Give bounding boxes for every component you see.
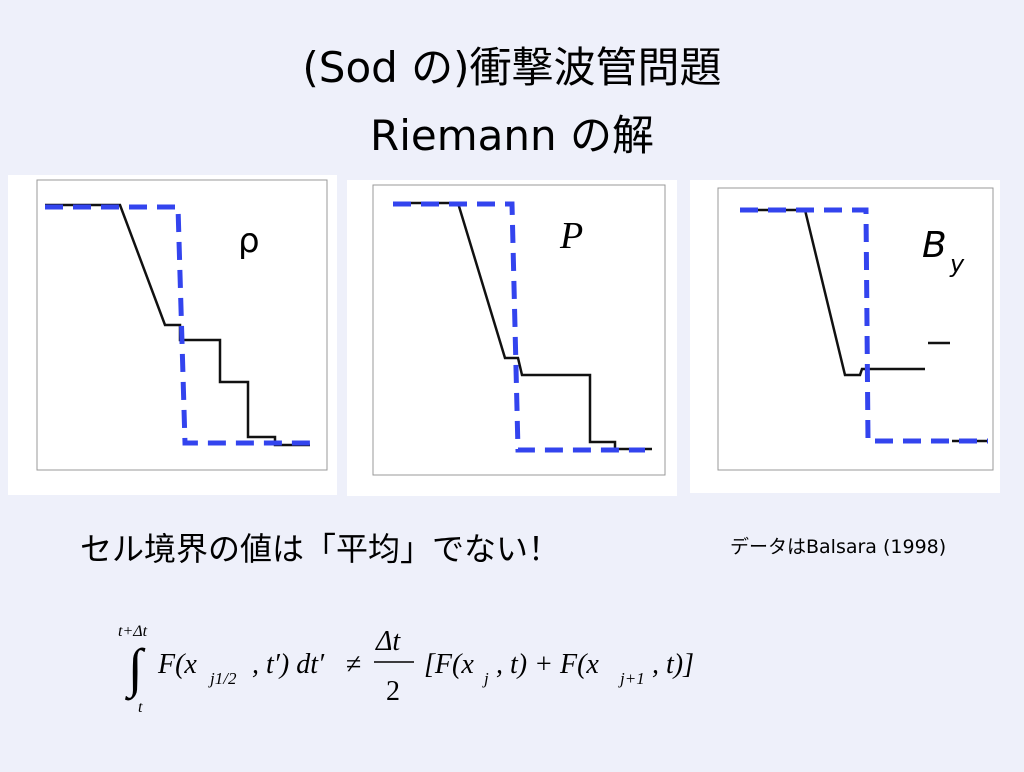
relation: ≠ <box>346 649 361 680</box>
title: (Sod の)衝撃波管問題 <box>302 43 721 92</box>
subscript: j+1 <box>618 669 645 688</box>
integrand-rest: , t′) dt′ <box>252 649 325 680</box>
panel-label-subscript: y <box>949 250 965 278</box>
plot-panel: B y <box>690 180 1000 493</box>
term: [F(x <box>424 649 474 680</box>
statement: セル境界の値は「平均」でない！ <box>80 530 560 568</box>
integral-sign: ∫ <box>125 638 146 701</box>
title: Riemann の解 <box>370 111 654 160</box>
lower-limit: t <box>138 699 143 716</box>
subscript: j1/2 <box>208 669 237 688</box>
subscript: j <box>482 669 489 688</box>
denominator: 2 <box>386 676 400 707</box>
upper-limit: t+Δt <box>118 623 148 640</box>
term: , t)] <box>652 649 694 680</box>
panel-label: ρ <box>238 221 260 261</box>
panel-label: B <box>922 225 947 266</box>
numerator: Δt <box>375 626 401 657</box>
formula: t+Δt ∫ t F(x j1/2 , t′) dt′ ≠ Δt 2 [F(x … <box>118 623 694 716</box>
term: , t) + F(x <box>496 649 599 680</box>
integrand: F(x <box>157 649 197 680</box>
plot-panel: ρ <box>8 175 337 495</box>
panel-label: P <box>559 215 583 257</box>
citation: データはBalsara (1998) <box>730 536 946 558</box>
plot-panel: P <box>347 180 677 496</box>
